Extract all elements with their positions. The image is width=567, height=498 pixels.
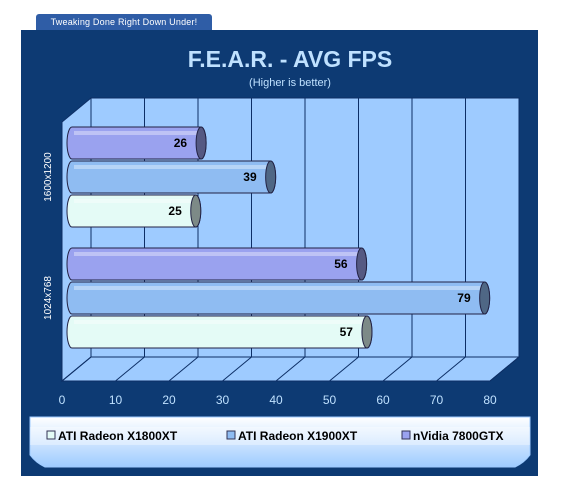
bar-highlight [74, 165, 269, 169]
x-tick-label: 20 [162, 393, 176, 407]
data-label: 57 [340, 325, 354, 339]
x-tick-label: 70 [430, 393, 444, 407]
gridline-floor [222, 356, 252, 382]
bar-highlight [74, 252, 360, 256]
chart-subtitle: (Higher is better) [249, 77, 331, 89]
x-tick-label: 40 [269, 393, 283, 407]
data-label: 25 [168, 204, 182, 218]
legend-swatch [226, 430, 236, 440]
legend-item: ATI Radeon X1900XT [226, 429, 358, 443]
bar: 79 [66, 281, 491, 315]
bar: 57 [66, 315, 373, 349]
legend-item: nVidia 7800GTX [401, 429, 504, 443]
gridline-floor [329, 356, 359, 382]
bar-highlight [74, 320, 365, 324]
bar: 39 [66, 160, 277, 194]
bar-highlight [74, 199, 194, 203]
category-label: 1600x1200 [43, 152, 54, 202]
legend-item: ATI Radeon X1800XT [46, 429, 178, 443]
bar-end-cap [195, 126, 207, 160]
bar-end-cap [190, 194, 202, 228]
legend-label: ATI Radeon X1800XT [58, 429, 178, 443]
legend-swatch [46, 430, 56, 440]
bar-end-cap [361, 315, 373, 349]
legend-swatch [401, 430, 411, 440]
gridline-floor [61, 356, 92, 382]
data-label: 39 [243, 170, 257, 184]
x-tick-label: 30 [216, 393, 230, 407]
data-label: 26 [174, 136, 188, 150]
bar: 56 [66, 247, 368, 281]
x-tick-label: 80 [483, 393, 497, 407]
bar-end-cap [479, 281, 491, 315]
gridline-floor [382, 356, 413, 382]
bar-highlight [74, 131, 200, 135]
x-tick-label: 10 [109, 393, 123, 407]
data-label: 56 [334, 257, 348, 271]
x-tick-label: 60 [376, 393, 390, 407]
legend-label: nVidia 7800GTX [413, 429, 504, 443]
legend-label: ATI Radeon X1900XT [238, 429, 358, 443]
x-tick-label: 50 [323, 393, 337, 407]
x-tick-label: 0 [59, 393, 66, 407]
gridline-floor [489, 356, 520, 382]
legend-box [29, 416, 531, 468]
bar: 26 [66, 126, 207, 160]
gridline-floor [275, 356, 306, 382]
gridline-floor [115, 356, 145, 382]
bar-highlight [74, 286, 483, 290]
category-label: 1024x768 [43, 276, 54, 320]
bar-end-cap [356, 247, 368, 281]
gridline-floor [436, 356, 466, 382]
data-label: 79 [457, 291, 471, 305]
bar-end-cap [265, 160, 277, 194]
chart-title: F.E.A.R. - AVG FPS [188, 46, 392, 72]
gridline-floor [168, 356, 199, 382]
bar: 25 [66, 194, 202, 228]
site-tagline: Tweaking Done Right Down Under! [36, 14, 212, 31]
